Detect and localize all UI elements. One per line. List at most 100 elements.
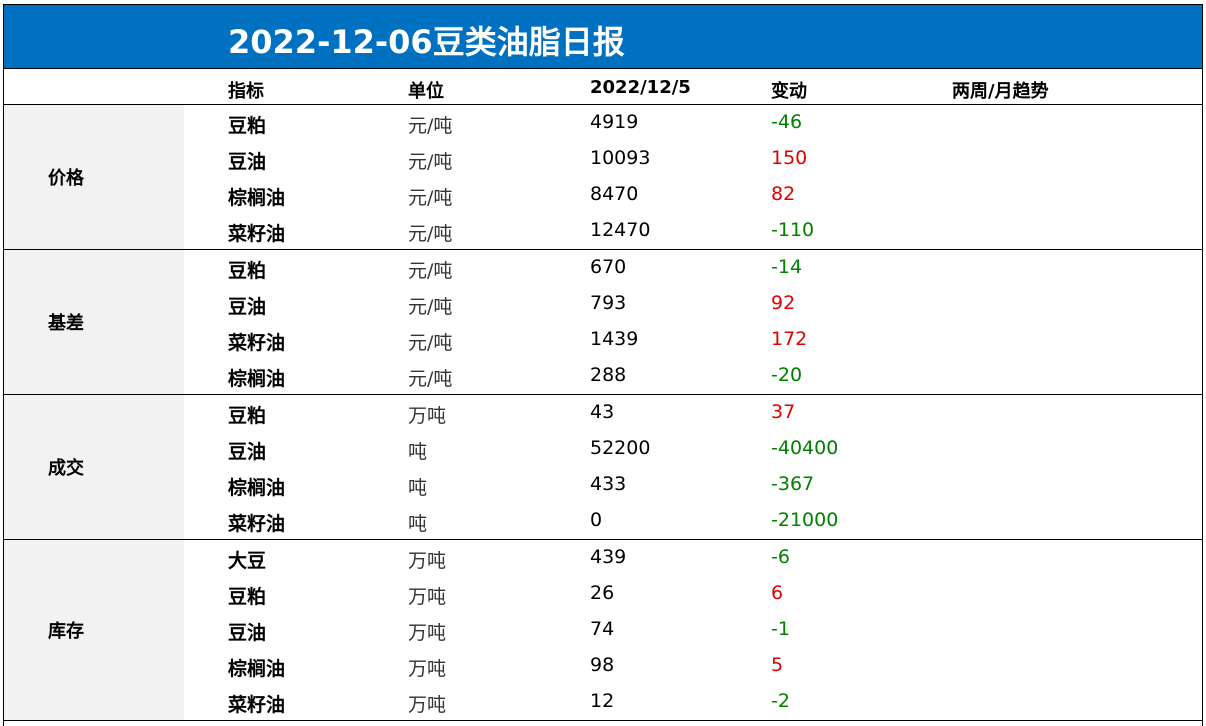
value-cell: 10093: [590, 147, 651, 169]
value-cell: 0: [590, 509, 603, 531]
unit-cell: 元/吨: [408, 296, 453, 318]
group-label-cell: 基差: [4, 250, 184, 394]
value-cell: 439: [590, 546, 627, 568]
value-cell: 8470: [590, 183, 639, 205]
indicator-cell: 豆油: [228, 151, 267, 173]
unit-cell: 元/吨: [408, 260, 453, 282]
change-cell: 37: [771, 401, 796, 423]
indicator-cell: 棕榈油: [228, 477, 286, 499]
change-cell: -367: [771, 473, 815, 495]
value-cell: 12: [590, 690, 615, 712]
row-group: 库存 大豆 万吨 439 -6 豆粕 万吨 26 6 豆油 万吨 74 -1 棕榈油 万吨 98 5 菜籽油 万吨 1…: [4, 540, 1202, 721]
row-group: 价格 豆粕 元/吨 4919 -46 豆油 元/吨 10093 150 棕榈油 元/吨 8470 82 菜…: [4, 105, 1202, 250]
change-cell: -14: [771, 256, 803, 278]
change-cell: -6: [771, 546, 790, 568]
change-cell: 82: [771, 183, 796, 205]
change-cell: -46: [771, 111, 803, 133]
change-cell: 5: [771, 654, 784, 676]
unit-cell: 元/吨: [408, 115, 453, 137]
unit-cell: 万吨: [408, 405, 447, 427]
row-group: 成交 豆粕 万吨 43 37 豆油吨 52200 -40400 棕榈油吨 433 -367 菜籽油吨 0…: [4, 395, 1202, 540]
unit-cell: 万吨: [408, 622, 447, 644]
unit-cell: 万吨: [408, 550, 447, 572]
table-row: 豆粕 元/吨 670 -14: [4, 250, 1202, 286]
group-label: 价格: [48, 168, 84, 189]
unit-cell: 吨: [408, 477, 428, 499]
indicator-cell: 豆粕: [228, 260, 267, 282]
unit-cell: 元/吨: [408, 223, 453, 245]
value-cell: 52200: [590, 437, 651, 459]
group-label: 库存: [48, 621, 84, 642]
value-cell: 670: [590, 256, 627, 278]
unit-cell: 万吨: [408, 694, 447, 716]
unit-cell: 元/吨: [408, 187, 453, 209]
change-cell: -1: [771, 618, 790, 640]
change-cell: 92: [771, 292, 796, 314]
value-cell: 1439: [590, 328, 639, 350]
indicator-cell: 豆油: [228, 441, 267, 463]
indicator-cell: 豆油: [228, 296, 267, 318]
value-cell: 26: [590, 582, 615, 604]
indicator-cell: 豆粕: [228, 405, 267, 427]
indicator-cell: 豆粕: [228, 586, 267, 608]
change-cell: 6: [771, 582, 784, 604]
group-label: 成交: [48, 458, 84, 479]
change-cell: 150: [771, 147, 808, 169]
table-row: 豆油 万吨 74 -1: [4, 612, 1202, 648]
change-cell: -2: [771, 690, 790, 712]
indicator-cell: 棕榈油: [228, 368, 286, 390]
table-row: 棕榈油 元/吨 8470 82: [4, 177, 1202, 213]
value-cell: 793: [590, 292, 627, 314]
unit-cell: 元/吨: [408, 368, 453, 390]
table-header: 指标 单位 2022/12/5 变动 两周/月趋势: [4, 69, 1202, 105]
row-group: 基差 豆粕 元/吨 670 -14 豆油 元/吨 793 92 菜籽油 元/吨 1439 172 棕榈油元…: [4, 250, 1202, 395]
value-cell: 74: [590, 618, 615, 640]
table-row: 豆粕 元/吨 4919 -46: [4, 105, 1202, 141]
indicator-cell: 豆粕: [228, 115, 267, 137]
header-unit: 单位: [408, 81, 444, 102]
table-row: 豆油 吨 52200 -40400: [4, 431, 1202, 467]
indicator-cell: 棕榈油: [228, 187, 286, 209]
report-sheet: 2022-12-06豆类油脂日报 指标 单位 2022/12/5 变动 两周/月…: [3, 4, 1203, 726]
indicator-cell: 棕榈油: [228, 658, 286, 680]
value-cell: 43: [590, 401, 615, 423]
change-cell: -20: [771, 364, 803, 386]
indicator-cell: 菜籽油: [228, 694, 286, 716]
unit-cell: 元/吨: [408, 332, 453, 354]
indicator-cell: 菜籽油: [228, 332, 286, 354]
table-body: 价格 豆粕 元/吨 4919 -46 豆油 元/吨 10093 150 棕榈油 元/吨 8470 82 菜…: [4, 105, 1202, 721]
value-cell: 12470: [590, 219, 651, 241]
table-row: 大豆 万吨 439 -6: [4, 540, 1202, 576]
group-label-cell: 价格: [4, 105, 184, 249]
table-row: 菜籽油 万吨 12 -2: [4, 684, 1202, 720]
table-row: 豆粕 万吨 26 6: [4, 576, 1202, 612]
value-cell: 433: [590, 473, 627, 495]
group-label-cell: 成交: [4, 395, 184, 539]
table-row: 菜籽油 吨 0 -21000: [4, 503, 1202, 539]
header-change: 变动: [771, 81, 807, 102]
table-row: 棕榈油 万吨 98 5: [4, 648, 1202, 684]
table-row: 棕榈油 吨 433 -367: [4, 467, 1202, 503]
header-trend: 两周/月趋势: [952, 81, 1049, 102]
table-row: 菜籽油 元/吨 12470 -110: [4, 213, 1202, 249]
indicator-cell: 豆油: [228, 622, 267, 644]
group-label-cell: 库存: [4, 540, 184, 720]
indicator-cell: 菜籽油: [228, 223, 286, 245]
change-cell: -110: [771, 219, 815, 241]
report-title: 2022-12-06豆类油脂日报: [228, 23, 625, 61]
unit-cell: 万吨: [408, 586, 447, 608]
table-row: 菜籽油 元/吨 1439 172: [4, 322, 1202, 358]
table-row: 棕榈油 元/吨 288 -20: [4, 358, 1202, 394]
table-row: 豆粕 万吨 43 37: [4, 395, 1202, 431]
indicator-cell: 菜籽油: [228, 513, 286, 535]
header-date: 2022/12/5: [590, 77, 691, 98]
unit-cell: 万吨: [408, 658, 447, 680]
unit-cell: 元/吨: [408, 151, 453, 173]
title-bar: 2022-12-06豆类油脂日报: [4, 5, 1202, 69]
table-row: 豆油 元/吨 10093 150: [4, 141, 1202, 177]
indicator-cell: 大豆: [228, 550, 267, 572]
unit-cell: 吨: [408, 441, 428, 463]
table-row: 豆油 元/吨 793 92: [4, 286, 1202, 322]
value-cell: 98: [590, 654, 615, 676]
group-label: 基差: [48, 313, 84, 334]
